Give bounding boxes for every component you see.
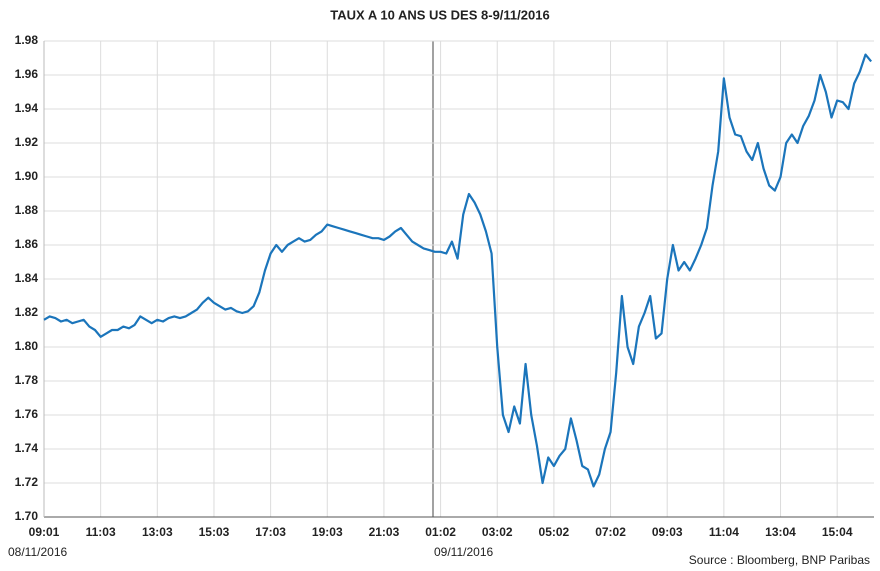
date-label: 09/11/2016	[434, 545, 493, 559]
x-tick-label: 15:03	[199, 525, 230, 539]
x-tick-label: 21:03	[369, 525, 400, 539]
x-tick-label: 13:04	[765, 525, 796, 539]
x-tick-label: 07:02	[595, 525, 626, 539]
y-tick-label: 1.74	[15, 441, 39, 455]
x-tick-label: 01:02	[425, 525, 456, 539]
x-tick-label: 13:03	[142, 525, 173, 539]
x-tick-label: 15:04	[822, 525, 853, 539]
line-series	[43, 53, 873, 488]
x-tick-label: 17:03	[255, 525, 286, 539]
date-label: 08/11/2016	[8, 545, 67, 559]
y-tick-label: 1.86	[15, 237, 39, 251]
x-tick-label: 09:03	[652, 525, 683, 539]
x-tick-label: 03:02	[482, 525, 513, 539]
y-tick-label: 1.76	[15, 407, 39, 421]
x-tick-label: 09:01	[29, 525, 60, 539]
y-tick-label: 1.98	[15, 33, 39, 47]
x-tick-label: 19:03	[312, 525, 343, 539]
y-tick-label: 1.94	[15, 101, 39, 115]
y-tick-label: 1.84	[15, 271, 39, 285]
y-tick-label: 1.80	[15, 339, 39, 353]
y-tick-label: 1.72	[15, 475, 39, 489]
y-tick-label: 1.92	[15, 135, 39, 149]
y-tick-label: 1.90	[15, 169, 39, 183]
y-tick-label: 1.70	[15, 509, 39, 523]
x-tick-label: 05:02	[539, 525, 570, 539]
source: Source : Bloomberg, BNP Paribas	[689, 553, 870, 567]
chart-title: TAUX A 10 ANS US DES 8-9/11/2016	[330, 7, 549, 22]
y-tick-label: 1.96	[15, 67, 39, 81]
x-tick-label: 11:04	[709, 525, 739, 539]
y-tick-label: 1.78	[15, 373, 39, 387]
x-tick-label: 11:03	[86, 525, 116, 539]
y-tick-label: 1.88	[15, 203, 39, 217]
y-tick-label: 1.82	[15, 305, 39, 319]
